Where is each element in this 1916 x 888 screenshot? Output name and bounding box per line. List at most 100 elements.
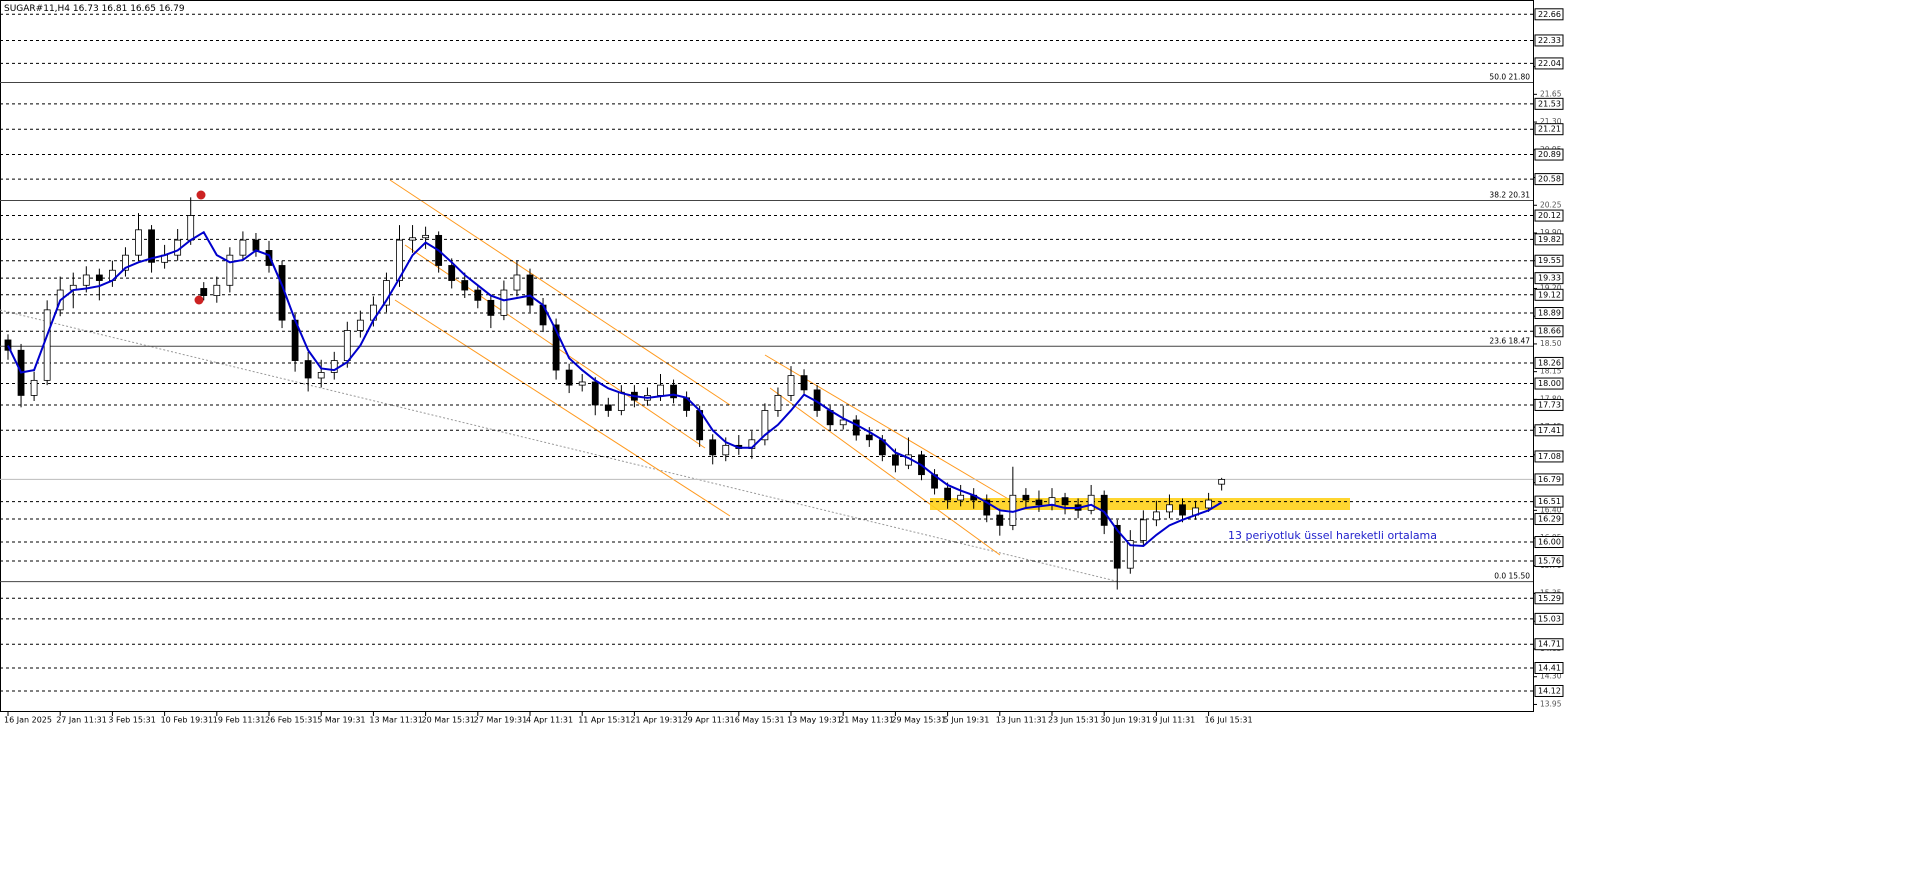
- level-box: [1534, 307, 1564, 320]
- fib-value: 18.47: [1509, 336, 1531, 345]
- candle-body: [800, 375, 808, 391]
- fib-value: 20.31: [1509, 191, 1531, 200]
- candle-body: [265, 250, 273, 266]
- candle-body: [774, 395, 782, 411]
- level-label: 18.00: [1538, 379, 1561, 388]
- candle-body: [487, 299, 495, 316]
- candle-body: [135, 229, 142, 256]
- candle-body: [526, 274, 534, 306]
- x-tick-label: 21 Apr 19:31: [630, 716, 682, 725]
- candle-body: [1048, 497, 1056, 506]
- x-tick-label: 29 Apr 11:31: [683, 716, 735, 725]
- candle-body: [1153, 511, 1160, 521]
- candle-body: [213, 284, 221, 296]
- candle-body: [383, 280, 390, 306]
- ohlc-close: 16.79: [159, 4, 185, 14]
- candle-body: [252, 239, 260, 251]
- candle-body: [448, 265, 456, 281]
- candle-body: [852, 419, 860, 436]
- candle-body: [839, 419, 847, 426]
- candle-body: [409, 237, 416, 241]
- level-box: [1534, 8, 1564, 21]
- fib-ratio: 50.0: [1489, 72, 1506, 81]
- level-box: [1534, 662, 1564, 675]
- fib-label: 23.6 18.47: [1489, 336, 1530, 345]
- candle-body: [957, 494, 965, 501]
- level-label: 15.03: [1538, 614, 1561, 623]
- y-tick-label: 18.15: [1540, 367, 1562, 376]
- level-box: [1534, 173, 1564, 186]
- candle-body: [996, 514, 1004, 526]
- candle-body: [356, 319, 364, 331]
- y-tick-label: 14.30: [1540, 672, 1562, 681]
- level-label: 16.00: [1538, 538, 1561, 547]
- candle-body: [1139, 519, 1147, 541]
- x-tick-label: 26 Feb 15:31: [265, 716, 317, 725]
- candle-body: [343, 330, 351, 361]
- candle-body: [148, 229, 155, 263]
- x-tick-label: 30 Jun 19:31: [1100, 716, 1151, 725]
- level-label: 19.12: [1538, 290, 1561, 299]
- level-box: [1534, 233, 1564, 246]
- candle-body: [1113, 524, 1121, 569]
- level-label: 14.71: [1538, 640, 1561, 649]
- candle-body: [239, 239, 247, 256]
- candle-body: [1166, 504, 1173, 513]
- fib-ratio: 23.6: [1489, 336, 1506, 345]
- fib-label: 0.0 15.50: [1494, 572, 1530, 581]
- level-label: 14.12: [1538, 686, 1561, 695]
- level-box: [1534, 254, 1564, 267]
- candle-body: [657, 384, 664, 396]
- y-tick-label: 13.95: [1540, 699, 1562, 708]
- candle-body: [983, 499, 991, 516]
- candle-body: [30, 379, 38, 396]
- candle-body: [4, 339, 12, 351]
- candle-body: [500, 289, 508, 316]
- price-box: [1534, 473, 1564, 486]
- x-tick-label: 16 Jan 2025: [4, 716, 52, 725]
- y-tick-label: 20.25: [1540, 200, 1562, 209]
- candle-body: [1205, 499, 1212, 509]
- level-box: [1534, 638, 1564, 651]
- level-box: [1534, 684, 1564, 697]
- level-label: 16.51: [1538, 497, 1561, 506]
- candle-body: [122, 254, 129, 271]
- ema-line: [7, 230, 1223, 548]
- level-box: [1534, 450, 1564, 463]
- level-box: [1534, 424, 1564, 437]
- level-label: 16.29: [1538, 515, 1561, 524]
- level-label: 22.04: [1538, 59, 1561, 68]
- y-tick-label: 19.90: [1540, 228, 1562, 237]
- candle-body: [330, 360, 338, 373]
- level-box: [1534, 325, 1564, 338]
- x-tick-label: 13 Mar 11:31: [369, 716, 422, 725]
- fib-label: 50.0 21.80: [1489, 72, 1530, 81]
- y-tick-label: 21.30: [1540, 117, 1562, 126]
- candle-body: [604, 404, 612, 411]
- annotation: 13 periyotluk üssel hareketli ortalama: [1228, 529, 1437, 542]
- candle-body: [944, 487, 951, 501]
- candle-body: [1061, 497, 1069, 506]
- candle-body: [95, 274, 103, 281]
- ohlc-open: 16.73: [73, 4, 99, 14]
- x-tick-label: 20 Mar 15:31: [422, 716, 475, 725]
- candle-body: [892, 454, 899, 466]
- candle-body: [304, 360, 312, 379]
- candle-body: [787, 375, 795, 396]
- candle-body: [396, 239, 403, 281]
- level-box: [1534, 513, 1564, 526]
- level-box: [1534, 148, 1564, 161]
- x-tick-label: 11 Apr 15:31: [578, 716, 630, 725]
- y-tick-label: 21.65: [1540, 89, 1562, 98]
- level-box: [1534, 356, 1564, 369]
- x-tick-label: 27 Jan 11:31: [56, 716, 107, 725]
- x-tick-label: 4 Apr 11:31: [526, 716, 573, 725]
- level-label: 20.12: [1538, 211, 1561, 220]
- x-tick-label: 5 Jun 19:31: [944, 716, 990, 725]
- candle-body: [187, 215, 195, 241]
- x-tick-label: 13 Jun 11:31: [996, 716, 1047, 725]
- level-box: [1534, 97, 1564, 110]
- candle-body: [722, 444, 730, 456]
- x-tick-label: 19 Feb 11:31: [213, 716, 265, 725]
- level-label: 22.66: [1538, 10, 1561, 19]
